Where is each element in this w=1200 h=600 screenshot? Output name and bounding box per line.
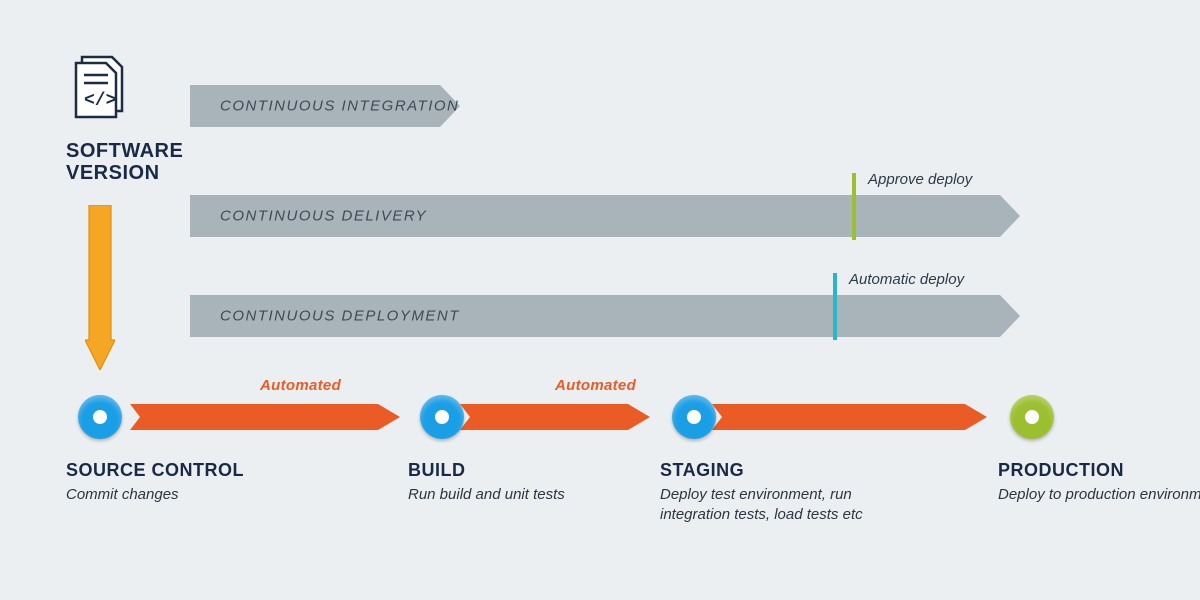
stage-title: STAGING [660, 460, 910, 481]
phase-bar: CONTINUOUS DEPLOYMENTAutomatic deploy [190, 295, 1020, 337]
stage-desc: Commit changes [66, 485, 296, 505]
stage-text: PRODUCTION Deploy to production environme… [998, 460, 1200, 505]
pipeline-arrow [460, 404, 650, 430]
stage-node [78, 395, 122, 439]
stage-node-dot [93, 410, 107, 424]
pipeline-arrow [712, 404, 987, 430]
phase-marker-label: Approve deploy [868, 171, 972, 188]
automated-label: Automated [260, 377, 341, 394]
phase-bar-label: CONTINUOUS DELIVERY [220, 208, 427, 225]
phase-bar-label: CONTINUOUS INTEGRATION [220, 98, 459, 115]
stage-text: STAGING Deploy test environment, run inte… [660, 460, 910, 526]
stage-title: PRODUCTION [998, 460, 1200, 481]
stage-title: SOURCE CONTROL [66, 460, 296, 481]
stage-text: SOURCE CONTROL Commit changes [66, 460, 296, 505]
stage-node-dot [687, 410, 701, 424]
pipeline-arrow [130, 404, 400, 430]
automated-label: Automated [555, 377, 636, 394]
stage-node-dot [435, 410, 449, 424]
phase-bar: CONTINUOUS DELIVERYApprove deploy [190, 195, 1020, 237]
stage-node-dot [1025, 410, 1039, 424]
phase-marker [852, 173, 856, 240]
software-version-line2: VERSION [66, 162, 183, 184]
stage-node [420, 395, 464, 439]
stage-desc: Deploy to production environment [998, 485, 1200, 505]
document-icon: </> [70, 55, 130, 125]
stage-title: BUILD [408, 460, 638, 481]
stage-desc: Deploy test environment, run integration… [660, 485, 910, 526]
phase-marker-label: Automatic deploy [849, 271, 964, 288]
svg-text:</>: </> [84, 91, 116, 111]
down-arrow [85, 205, 115, 370]
phase-bar-label: CONTINUOUS DEPLOYMENT [220, 308, 460, 325]
software-version-line1: SOFTWARE [66, 140, 183, 162]
stage-node [1010, 395, 1054, 439]
stage-text: BUILD Run build and unit tests [408, 460, 638, 505]
phase-bar: CONTINUOUS INTEGRATION [190, 85, 460, 127]
phase-marker [833, 273, 837, 340]
software-version-label: SOFTWARE VERSION [66, 140, 183, 184]
stage-node [672, 395, 716, 439]
stage-desc: Run build and unit tests [408, 485, 638, 505]
